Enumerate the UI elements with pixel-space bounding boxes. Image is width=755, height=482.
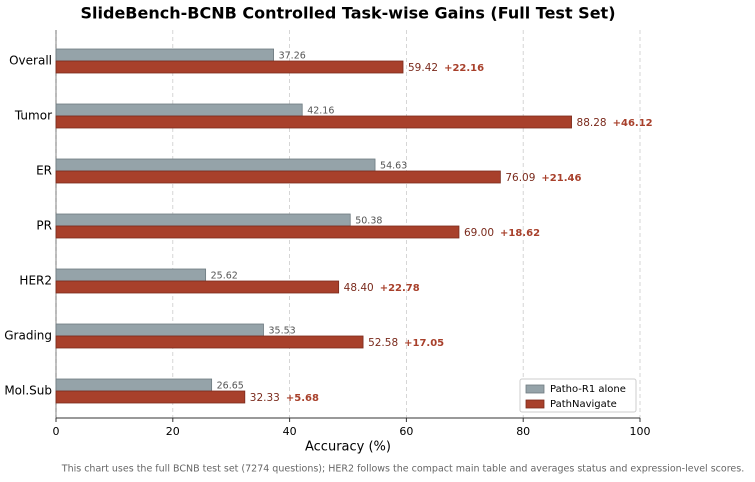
bar — [55, 280, 340, 294]
value-label: 50.38 — [355, 216, 382, 227]
bar — [55, 158, 376, 172]
bar — [55, 378, 213, 392]
footnote: This chart uses the full BCNB test set (… — [61, 464, 744, 475]
bar — [55, 48, 274, 62]
legend-label: Patho-R1 alone — [550, 384, 626, 395]
value-label: 54.63 — [380, 161, 407, 172]
x-tick-label: 40 — [283, 425, 297, 438]
value-label: 69.00 — [464, 227, 494, 239]
value-label: 35.53 — [268, 326, 295, 337]
bar — [55, 225, 460, 239]
gain-label: +22.78 — [380, 283, 420, 294]
value-label: 26.65 — [217, 381, 244, 392]
value-label: 37.26 — [279, 51, 306, 62]
legend: Patho-R1 alone PathNavigate — [519, 378, 637, 413]
value-label: 42.16 — [307, 106, 334, 117]
x-tick-label: 0 — [53, 425, 60, 438]
y-tick-label: ER — [36, 164, 52, 178]
bar — [55, 323, 264, 337]
value-label: 52.58 — [368, 337, 398, 349]
bar — [55, 268, 207, 282]
bar — [55, 335, 364, 349]
y-tick-label: HER2 — [19, 274, 52, 288]
x-tick-label: 60 — [399, 425, 413, 438]
bar — [55, 103, 303, 117]
bar — [55, 213, 351, 227]
y-tick-label: Grading — [4, 329, 52, 343]
legend-swatch — [525, 384, 545, 394]
gain-label: +22.16 — [444, 63, 484, 74]
x-axis-label: Accuracy (%) — [305, 440, 391, 455]
gain-label: +21.46 — [541, 173, 581, 184]
bar — [55, 115, 572, 129]
value-label: 32.33 — [250, 392, 280, 404]
value-label: 88.28 — [577, 117, 607, 129]
x-tick-label: 100 — [630, 425, 651, 438]
chart-title: SlideBench-BCNB Controlled Task-wise Gai… — [81, 4, 616, 23]
gain-label: +5.68 — [286, 393, 319, 404]
y-tick-label: Mol.Sub — [4, 384, 52, 398]
x-tick-label: 80 — [516, 425, 530, 438]
value-label: 25.62 — [211, 271, 238, 282]
value-label: 59.42 — [408, 62, 438, 74]
gain-label: +17.05 — [404, 338, 444, 349]
bar — [55, 60, 404, 74]
gain-label: +46.12 — [613, 118, 653, 129]
value-label: 48.40 — [344, 282, 374, 294]
value-label: 76.09 — [505, 172, 535, 184]
x-tick-label: 20 — [166, 425, 180, 438]
bar — [55, 390, 246, 404]
gain-label: +18.62 — [500, 228, 540, 239]
bar — [55, 170, 501, 184]
y-tick-label: PR — [36, 219, 52, 233]
y-tick-label: Overall — [9, 54, 52, 68]
y-tick-label: Tumor — [14, 109, 52, 123]
legend-box — [519, 378, 637, 413]
legend-swatch — [525, 399, 545, 409]
legend-label: PathNavigate — [550, 399, 617, 410]
